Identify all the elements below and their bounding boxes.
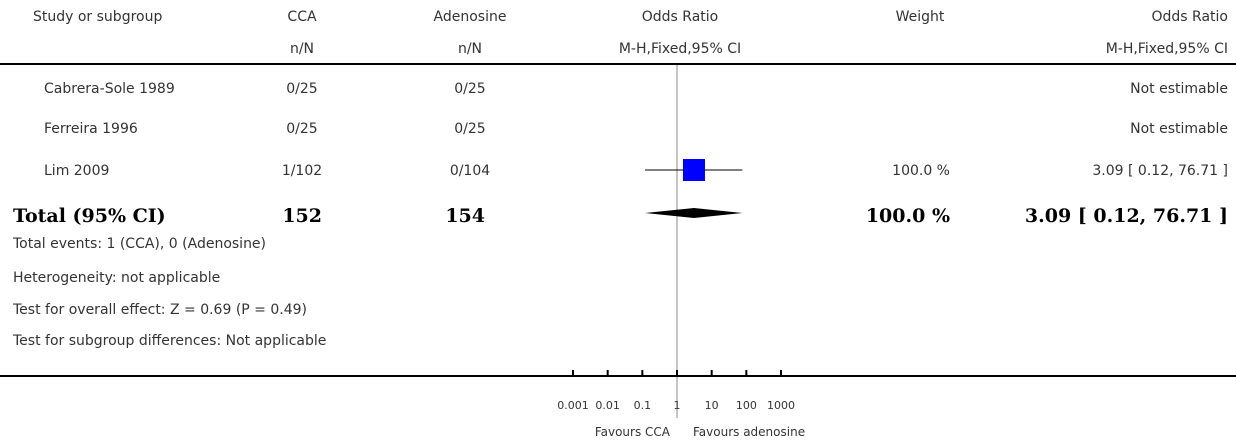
footnote-heterogeneity: Heterogeneity: not applicable — [13, 270, 221, 286]
study-ci-text: 3.09 [ 0.12, 76.71 ] — [1092, 163, 1228, 179]
header-or-plot-sub: M-H,Fixed,95% CI — [618, 41, 742, 57]
study-g2: 0/104 — [449, 163, 491, 179]
x-tick-label: 100 — [735, 399, 757, 412]
study-ci-text: Not estimable — [1130, 121, 1228, 137]
study-g1: 0/25 — [286, 121, 318, 137]
x-tick-label: 0.1 — [633, 399, 652, 412]
pooled-diamond — [645, 208, 743, 218]
header-group1-sub: n/N — [289, 41, 315, 57]
footnote-subgroup: Test for subgroup differences: Not appli… — [13, 333, 327, 349]
footnote-overall-effect: Test for overall effect: Z = 0.69 (P = 0… — [13, 302, 307, 318]
total-g2: 154 — [445, 205, 485, 227]
total-g1: 152 — [282, 205, 322, 227]
study-g2: 0/25 — [454, 121, 486, 137]
header-or-plot: Odds Ratio — [641, 9, 719, 25]
total-label: Total (95% CI) — [13, 205, 166, 227]
x-tick-label: 1000 — [767, 399, 795, 412]
study-name: Cabrera-Sole 1989 — [44, 81, 175, 97]
header-rule — [0, 63, 1236, 65]
header-group2-sub: n/N — [457, 41, 483, 57]
header-study: Study or subgroup — [33, 9, 163, 25]
study-g2: 0/25 — [454, 81, 486, 97]
footnote-events: Total events: 1 (CCA), 0 (Adenosine) — [13, 236, 267, 252]
favours-right-label: Favours adenosine — [693, 425, 806, 439]
header-or-text-sub: M-H,Fixed,95% CI — [1105, 41, 1228, 57]
x-tick-label: 1 — [673, 399, 681, 412]
x-tick-label: 0.001 — [557, 399, 589, 412]
favours-left-label: Favours CCA — [594, 425, 670, 439]
study-g1: 1/102 — [281, 163, 323, 179]
total-ci-text: 3.09 [ 0.12, 76.71 ] — [1024, 205, 1228, 227]
study-ci-text: Not estimable — [1130, 81, 1228, 97]
total-weight: 100.0 % — [865, 205, 950, 227]
study-name: Lim 2009 — [44, 163, 110, 179]
study-weight: 100.0 % — [892, 163, 950, 179]
header-group1: CCA — [287, 9, 317, 25]
header-weight: Weight — [895, 9, 945, 25]
header-or-text: Odds Ratio — [1151, 9, 1228, 25]
x-tick-label: 0.01 — [595, 399, 620, 412]
study-name: Ferreira 1996 — [44, 121, 138, 137]
study-g1: 0/25 — [286, 81, 318, 97]
study-marker — [682, 159, 705, 181]
x-tick-label: 10 — [704, 399, 719, 412]
header-group2: Adenosine — [433, 9, 507, 25]
